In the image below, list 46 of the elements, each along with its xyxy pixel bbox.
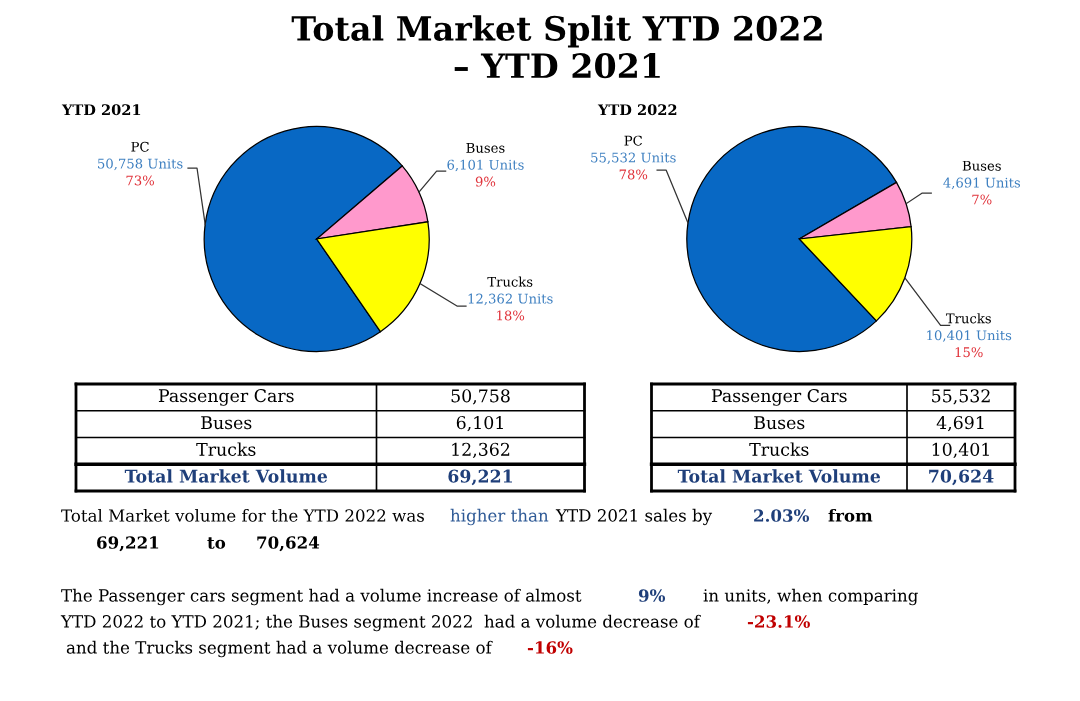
text: -16% bbox=[527, 641, 573, 654]
text: Buses bbox=[754, 416, 805, 430]
slice-label: Trucks bbox=[487, 276, 533, 287]
text: -23.1% bbox=[747, 615, 810, 628]
text: 4,691 bbox=[936, 416, 984, 432]
text: 10,401 bbox=[932, 442, 989, 459]
slice-label: Buses bbox=[962, 160, 1001, 171]
chart-title: YTD 2022 bbox=[597, 104, 677, 116]
text: 55,532 bbox=[932, 389, 990, 405]
text: higher than bbox=[450, 508, 549, 526]
text: Passenger Cars bbox=[158, 389, 294, 406]
text: Trucks bbox=[196, 442, 256, 456]
data-label: 50,758 Units 73% bbox=[98, 158, 183, 186]
chart-title: YTD 2021 bbox=[61, 104, 141, 116]
data-label: 55,532 Units 78% bbox=[591, 152, 676, 180]
text: 9% bbox=[638, 589, 666, 602]
slice-label: PC bbox=[624, 135, 642, 146]
slice-label: Buses bbox=[466, 143, 505, 153]
text: 69,221 bbox=[97, 536, 159, 552]
text: 50,758 bbox=[451, 389, 510, 405]
text: 70,624 bbox=[929, 469, 994, 486]
text: 70,624 bbox=[257, 536, 320, 552]
text: Buses bbox=[201, 416, 252, 430]
slice-label: PC bbox=[131, 141, 149, 152]
text: 2.03% bbox=[754, 509, 810, 522]
data-label: 6,101 Units 9% bbox=[447, 159, 524, 187]
text: YTD 2022 to YTD 2021; the Buses segment 2022 had a volume decrease of bbox=[60, 614, 701, 632]
text: YTD 2021 sales by bbox=[555, 508, 713, 526]
text: Passenger Cars bbox=[711, 389, 847, 406]
text: from bbox=[828, 508, 873, 522]
text: and the Trucks segment had a volume decrease of bbox=[66, 640, 493, 658]
text: The Passenger cars segment had a volume increase of almost bbox=[61, 588, 582, 606]
text: 12,362 bbox=[452, 442, 510, 459]
text: 69,221 bbox=[448, 469, 512, 486]
data-label: 12,362 Units 18% bbox=[468, 293, 553, 321]
data-label: 4,691 Units 7% bbox=[943, 177, 1021, 205]
text: in units, when comparing bbox=[703, 588, 918, 606]
slice-label: Trucks bbox=[945, 313, 991, 324]
text: Total Market Volume bbox=[124, 469, 328, 483]
text: Total Market Volume bbox=[677, 469, 881, 483]
text: Total Market Split YTD 2022 – YTD 2021 bbox=[291, 15, 822, 79]
data-label: 10,401 Units 15% bbox=[927, 330, 1012, 358]
text: Total Market volume for the YTD 2022 was bbox=[61, 508, 424, 522]
text: Trucks bbox=[749, 442, 809, 456]
text: 6,101 bbox=[456, 416, 503, 432]
text: to bbox=[207, 537, 226, 549]
